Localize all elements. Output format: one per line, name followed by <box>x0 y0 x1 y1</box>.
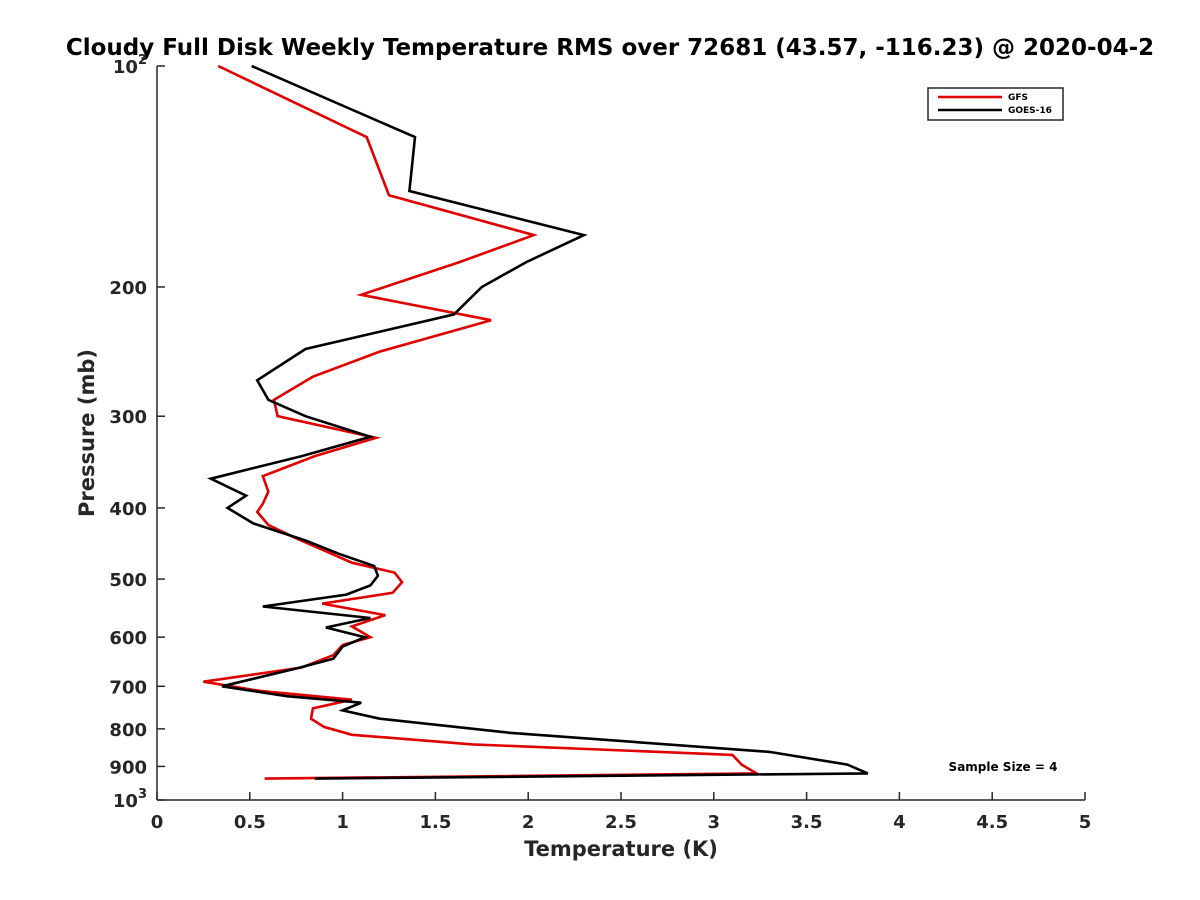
x-tick-label: 1 <box>336 812 349 833</box>
y-tick-label: 700 <box>109 677 147 698</box>
x-tick-label: 3 <box>708 812 721 833</box>
x-tick-label: 0.5 <box>234 812 266 833</box>
legend-box <box>927 87 1064 121</box>
y-tick-label: 600 <box>109 628 147 649</box>
x-tick-label: 2.5 <box>605 812 637 833</box>
y-tick-label: 103 <box>113 787 147 812</box>
x-tick-label: 4 <box>893 812 906 833</box>
y-tick-label: 102 <box>113 53 147 78</box>
y-tick-label: 200 <box>109 278 147 299</box>
y-tick-label: 500 <box>109 570 147 591</box>
series-layer <box>203 64 869 780</box>
legend: GFS GOES-16 <box>927 87 1064 121</box>
y-tick-label: 800 <box>109 720 147 741</box>
series-line-goes-16 <box>206 64 869 780</box>
x-tick-label: 1.5 <box>419 812 451 833</box>
y-tick-label: 300 <box>109 407 147 428</box>
x-tick-label: 0 <box>151 812 164 833</box>
x-tick-label: 4.5 <box>976 812 1008 833</box>
sample-size-annotation: Sample Size = 4 <box>949 760 1058 774</box>
y-tick-label: 400 <box>109 499 147 520</box>
axes-layer <box>156 66 1085 801</box>
ticks-layer: 0 0.5 1 1.5 2 2.5 3 3.5 4 4.5 5 102 200 300 400 500 600 7… <box>109 53 1091 833</box>
series-line-gfs <box>203 64 762 780</box>
legend-label: GOES-16 <box>1008 106 1052 116</box>
x-tick-label: 2 <box>522 812 535 833</box>
y-axis-label: Pressure (mb) <box>75 349 99 517</box>
chart-title: Cloudy Full Disk Weekly Temperature RMS … <box>66 35 1154 61</box>
x-tick-label: 3.5 <box>791 812 823 833</box>
x-tick-label: 5 <box>1079 812 1092 833</box>
y-tick-label: 900 <box>109 757 147 778</box>
legend-label: GFS <box>1008 93 1028 103</box>
x-axis-label: Temperature (K) <box>524 837 718 861</box>
